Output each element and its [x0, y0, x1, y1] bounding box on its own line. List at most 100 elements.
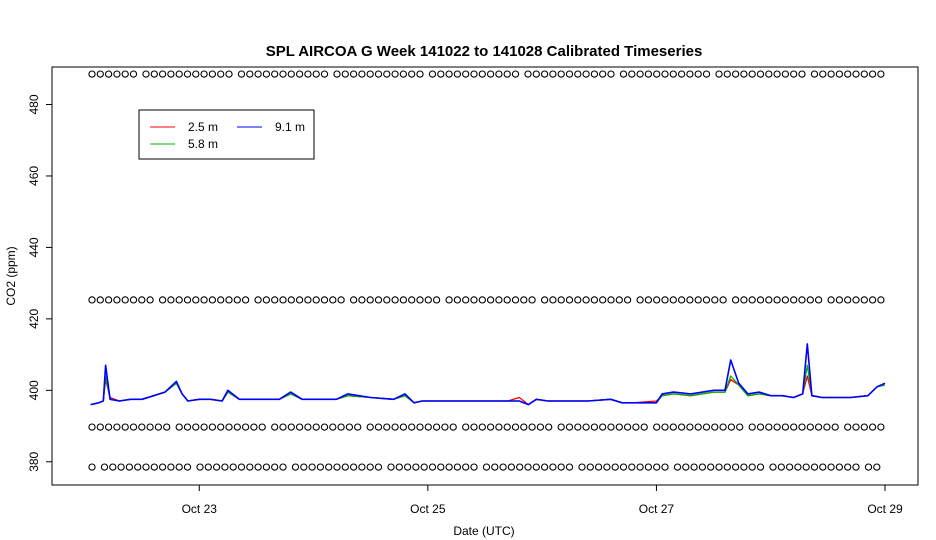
reference-point	[852, 296, 860, 304]
reference-point	[320, 423, 329, 431]
reference-point	[320, 70, 329, 78]
reference-point	[374, 423, 383, 431]
reference-level-3	[88, 70, 885, 78]
reference-point	[711, 423, 719, 431]
x-axis: Oct 23 Oct 25 Oct 27 Oct 29	[182, 485, 903, 516]
reference-point	[748, 463, 756, 471]
legend-box	[138, 109, 315, 160]
reference-point	[445, 463, 453, 471]
x-tick-label-2: Oct 27	[639, 502, 675, 516]
reference-point	[702, 296, 711, 304]
reference-point	[100, 463, 109, 471]
reference-point	[615, 423, 623, 431]
reference-point	[731, 70, 740, 78]
reference-point	[241, 296, 250, 304]
reference-point	[208, 423, 217, 431]
reference-point	[748, 70, 756, 78]
reference-point	[565, 463, 574, 471]
reference-point	[590, 423, 599, 431]
reference-point	[756, 423, 765, 431]
reference-point	[669, 70, 677, 78]
reference-point	[582, 423, 590, 431]
reference-point	[486, 423, 495, 431]
reference-point	[835, 70, 844, 78]
reference-point	[607, 423, 615, 431]
reference-point	[337, 296, 345, 304]
reference-point	[445, 296, 453, 304]
reference-point	[416, 70, 424, 78]
reference-point	[212, 463, 221, 471]
reference-point	[844, 463, 852, 471]
reference-point	[424, 423, 432, 431]
reference-point	[279, 70, 287, 78]
reference-point	[686, 296, 694, 304]
reference-point	[723, 70, 731, 78]
reference-point	[748, 296, 756, 304]
reference-point	[486, 70, 495, 78]
reference-point	[731, 296, 740, 304]
y-tick-label-3: 440	[27, 237, 41, 257]
reference-point	[765, 296, 773, 304]
reference-point	[557, 423, 565, 431]
reference-point	[603, 463, 611, 471]
reference-point	[237, 463, 246, 471]
reference-point	[549, 463, 557, 471]
reference-point	[432, 296, 441, 304]
reference-point	[707, 463, 715, 471]
reference-point	[113, 70, 121, 78]
x-tick-label-1: Oct 25	[410, 502, 446, 516]
reference-point	[295, 296, 304, 304]
reference-point	[486, 296, 495, 304]
reference-point	[781, 423, 790, 431]
reference-point	[345, 423, 354, 431]
reference-point	[495, 423, 503, 431]
reference-point	[623, 296, 632, 304]
reference-point	[333, 463, 341, 471]
reference-point	[424, 296, 432, 304]
reference-point	[200, 296, 208, 304]
reference-point	[619, 70, 628, 78]
reference-point	[814, 423, 823, 431]
reference-point	[300, 463, 308, 471]
reference-point	[403, 463, 412, 471]
reference-point	[507, 463, 516, 471]
reference-point	[391, 70, 399, 78]
reference-point	[781, 70, 790, 78]
reference-point	[702, 70, 711, 78]
y-tick-label-0: 380	[27, 451, 41, 471]
reference-point	[636, 463, 644, 471]
reference-point	[175, 70, 183, 78]
reference-point	[532, 70, 540, 78]
reference-point	[740, 463, 748, 471]
reference-point	[208, 296, 217, 304]
reference-point	[113, 296, 121, 304]
reference-point	[565, 296, 574, 304]
reference-point	[146, 296, 154, 304]
reference-point	[711, 296, 719, 304]
reference-point	[233, 423, 241, 431]
reference-point	[773, 70, 781, 78]
reference-point	[254, 70, 262, 78]
reference-point	[349, 296, 358, 304]
reference-point	[271, 296, 279, 304]
reference-point	[557, 463, 565, 471]
reference-point	[524, 463, 532, 471]
reference-point	[109, 463, 117, 471]
reference-point	[798, 423, 806, 431]
y-tick-label-5: 480	[27, 94, 41, 114]
reference-point	[565, 70, 574, 78]
reference-point	[860, 423, 868, 431]
reference-point	[827, 296, 835, 304]
reference-point	[349, 70, 358, 78]
reference-point	[254, 463, 262, 471]
reference-point	[96, 423, 104, 431]
reference-point	[748, 423, 756, 431]
reference-point	[599, 296, 607, 304]
reference-point	[798, 70, 806, 78]
reference-point	[146, 423, 154, 431]
reference-point	[852, 463, 860, 471]
reference-point	[241, 423, 250, 431]
reference-point	[852, 423, 860, 431]
reference-point	[790, 70, 798, 78]
reference-point	[366, 70, 374, 78]
